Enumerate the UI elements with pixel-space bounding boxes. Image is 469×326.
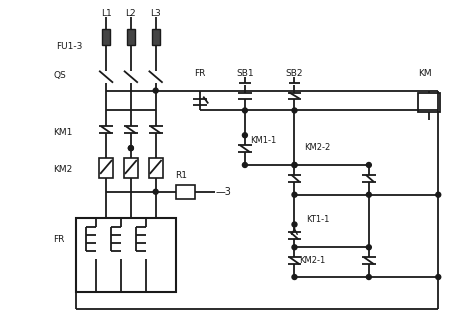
Text: R1: R1 <box>175 171 188 180</box>
Circle shape <box>292 192 297 197</box>
Circle shape <box>153 88 158 93</box>
Bar <box>175 185 195 199</box>
Text: —3: —3 <box>215 187 231 197</box>
Circle shape <box>292 162 297 168</box>
Bar <box>151 29 159 45</box>
Circle shape <box>292 108 297 113</box>
Bar <box>102 29 110 45</box>
Circle shape <box>242 108 247 113</box>
Circle shape <box>129 146 133 151</box>
Bar <box>418 93 440 112</box>
Bar <box>127 29 135 45</box>
Circle shape <box>292 245 297 250</box>
Text: KM: KM <box>418 69 432 78</box>
Circle shape <box>366 192 371 197</box>
Text: L2: L2 <box>126 9 136 18</box>
Circle shape <box>153 189 158 194</box>
Text: FR: FR <box>53 235 65 244</box>
Circle shape <box>129 146 133 151</box>
Text: KM1: KM1 <box>53 128 73 137</box>
Circle shape <box>366 274 371 279</box>
Text: KM2: KM2 <box>53 165 73 174</box>
Circle shape <box>292 222 297 227</box>
Text: L3: L3 <box>150 9 161 18</box>
Bar <box>149 158 163 178</box>
Circle shape <box>292 162 297 168</box>
Text: KM2-2: KM2-2 <box>304 143 331 152</box>
Text: FR: FR <box>195 69 206 78</box>
Bar <box>124 158 138 178</box>
Circle shape <box>436 274 441 279</box>
Text: L1: L1 <box>101 9 112 18</box>
Circle shape <box>242 133 247 138</box>
Text: FU1-3: FU1-3 <box>57 41 83 51</box>
Bar <box>99 158 113 178</box>
Circle shape <box>436 192 441 197</box>
Bar <box>76 217 175 292</box>
Text: QS: QS <box>53 71 66 80</box>
Text: KM1-1: KM1-1 <box>250 136 276 145</box>
Text: SB2: SB2 <box>286 69 303 78</box>
Circle shape <box>242 162 247 168</box>
Circle shape <box>292 274 297 279</box>
Text: SB1: SB1 <box>236 69 254 78</box>
Circle shape <box>366 162 371 168</box>
Text: KT1-1: KT1-1 <box>306 215 330 224</box>
Circle shape <box>366 245 371 250</box>
Text: KM2-1: KM2-1 <box>299 256 325 265</box>
